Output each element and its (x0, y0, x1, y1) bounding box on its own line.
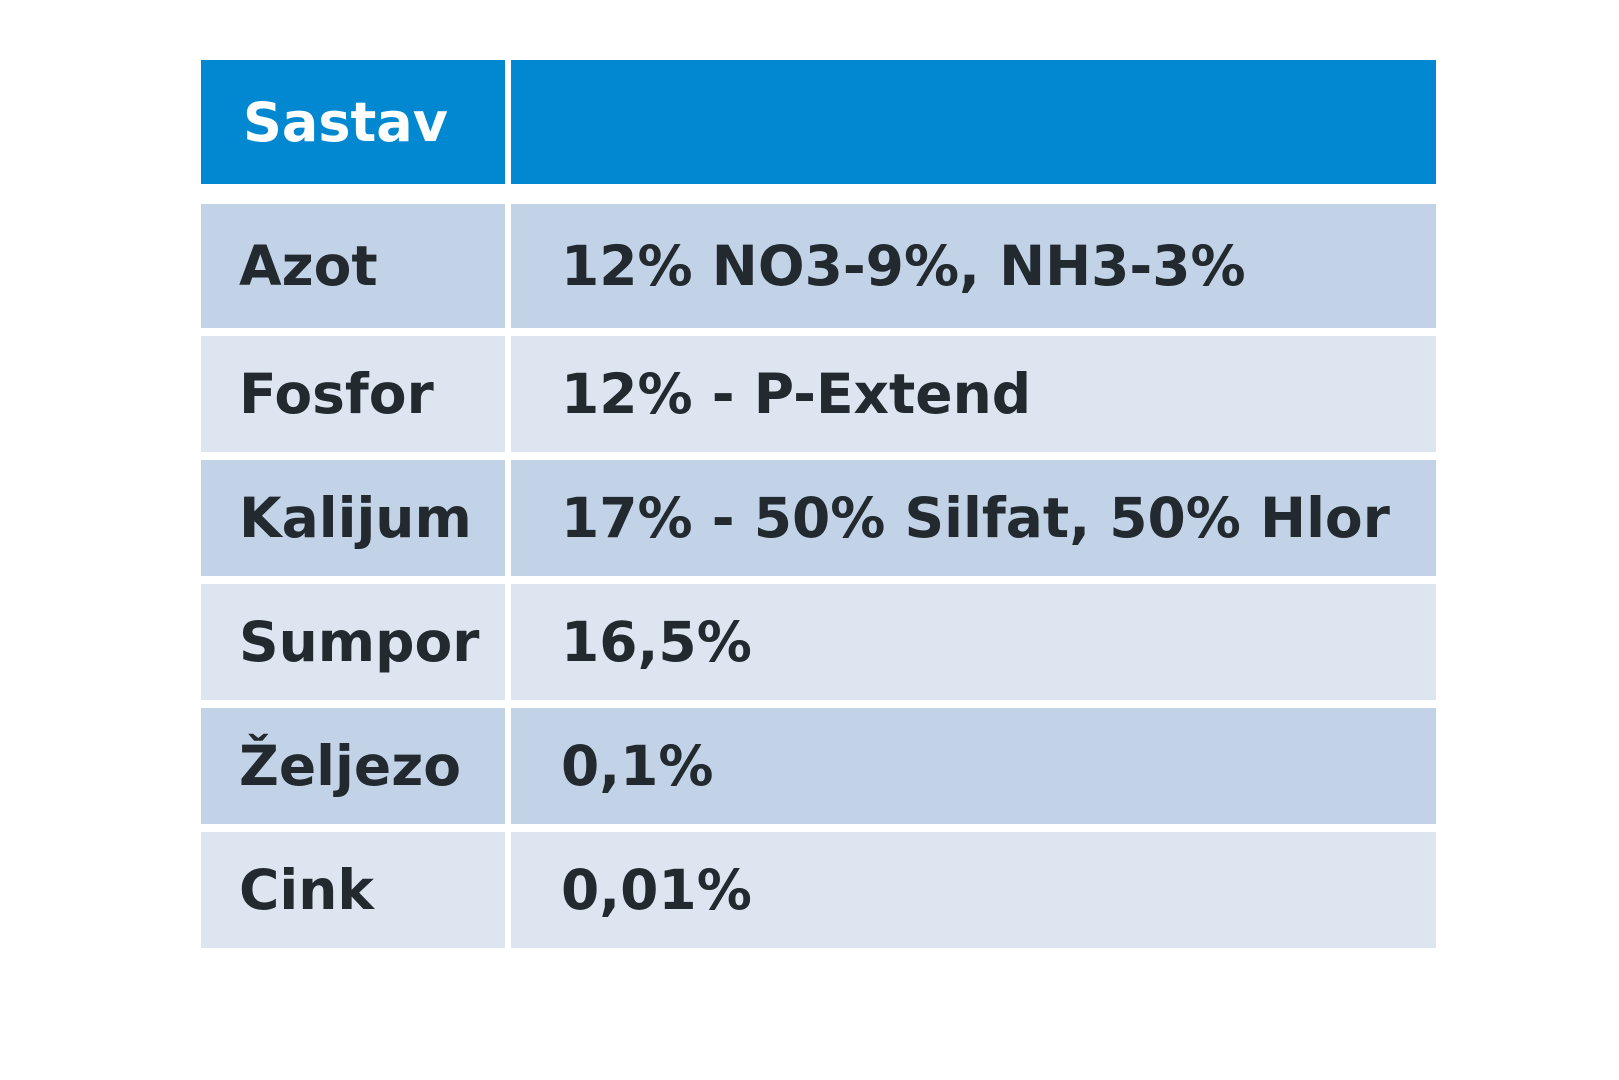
row-value-cell: 0,1% (511, 700, 1436, 824)
composition-table: Sastav Azot 12% NO3-9%, NH3-3% Fosfor 12… (201, 60, 1436, 948)
row-name-cell: Cink (201, 824, 511, 948)
header-name-cell: Sastav (201, 60, 511, 184)
header-value-cell (511, 60, 1436, 184)
row-value-cell: 12% NO3-9%, NH3-3% (511, 204, 1436, 328)
row-name-cell: Azot (201, 204, 511, 328)
table-row: Sumpor 16,5% (201, 576, 1436, 700)
table-row: Cink 0,01% (201, 824, 1436, 948)
table-row: Azot 12% NO3-9%, NH3-3% (201, 204, 1436, 328)
table-header-row: Sastav (201, 60, 1436, 184)
row-name-cell: Sumpor (201, 576, 511, 700)
row-value-cell: 0,01% (511, 824, 1436, 948)
table-row: Željezo 0,1% (201, 700, 1436, 824)
row-name-cell: Fosfor (201, 328, 511, 452)
row-name-cell: Kalijum (201, 452, 511, 576)
spacer-cell (511, 184, 1436, 204)
row-name-cell: Željezo (201, 700, 511, 824)
table-row: Fosfor 12% - P-Extend (201, 328, 1436, 452)
row-value-cell: 12% - P-Extend (511, 328, 1436, 452)
header-spacer (201, 184, 1436, 204)
row-value-cell: 16,5% (511, 576, 1436, 700)
row-value-cell: 17% - 50% Silfat, 50% Hlor (511, 452, 1436, 576)
table-row: Kalijum 17% - 50% Silfat, 50% Hlor (201, 452, 1436, 576)
spacer-cell (201, 184, 511, 204)
